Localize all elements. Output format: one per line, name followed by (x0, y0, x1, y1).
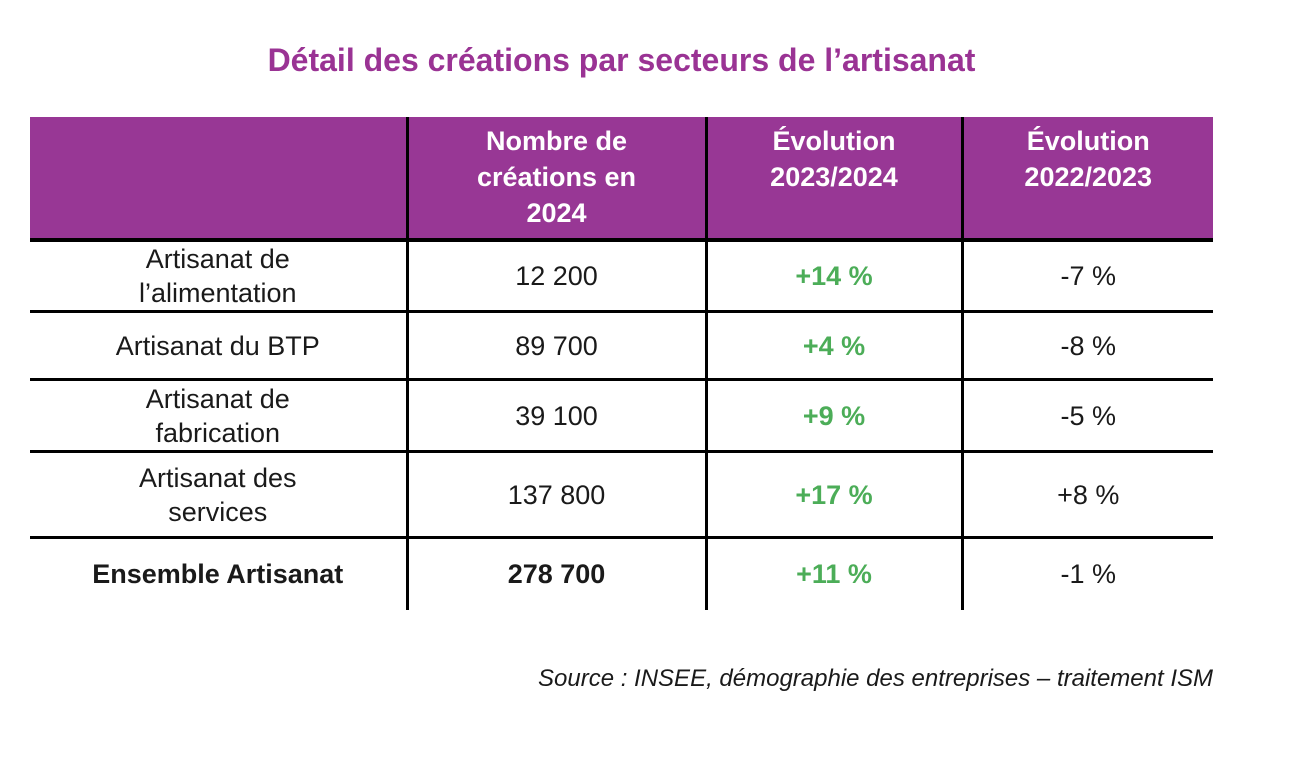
sector-cell: Artisanat de fabrication (145, 383, 290, 448)
header-row: Nombre de créations en 2024 Évolution 20… (30, 117, 1213, 240)
creations-cell: 278 700 (405, 537, 706, 610)
evolution-2023-2024-cell: +17 % (704, 451, 962, 538)
evolution-2023-2024-cell: +4 % (704, 311, 962, 380)
evolution-2022-2023-cell: -7 % (960, 240, 1213, 312)
evolution-2023-2024-cell: +11 % (704, 537, 962, 610)
evolution-2022-2023-cell: -8 % (960, 311, 1213, 380)
table-row-ensemble-total: Ensemble Artisanat 278 700 +11 % -1 % (30, 537, 1213, 610)
document-page: Détail des créations par secteurs de l’a… (30, 42, 1213, 694)
column-header-evolution-2022-2023: Évolution 2022/2023 (960, 117, 1213, 240)
table-row-alimentation: Artisanat de l’alimentation 12 200 +14 %… (30, 240, 1213, 312)
evolution-2022-2023-cell: -1 % (960, 537, 1213, 610)
table-row-btp: Artisanat du BTP 89 700 +4 % -8 % (30, 311, 1213, 380)
evolution-2023-2024-cell: +9 % (704, 379, 962, 452)
creations-cell: 39 100 (405, 379, 706, 452)
column-header-creations-2024: Nombre de créations en 2024 (405, 117, 706, 240)
sector-cell: Artisanat des services (138, 462, 297, 527)
table-row-fabrication: Artisanat de fabrication 39 100 +9 % -5 … (30, 379, 1213, 452)
source-note: Source : INSEE, démographie des entrepri… (538, 664, 1213, 692)
column-header-evolution-2023-2024: Évolution 2023/2024 (704, 117, 962, 240)
evolution-2022-2023-cell: -5 % (960, 379, 1213, 452)
table-row-services: Artisanat des services 137 800 +17 % +8 … (30, 451, 1213, 538)
sector-cell: Ensemble Artisanat (92, 559, 344, 590)
column-header-sector-empty (30, 117, 407, 240)
creations-cell: 12 200 (405, 240, 706, 312)
creations-by-sector-table: Nombre de créations en 2024 Évolution 20… (30, 117, 1213, 610)
evolution-2023-2024-cell: +14 % (704, 240, 962, 312)
sector-cell: Artisanat du BTP (115, 330, 320, 361)
creations-cell: 137 800 (405, 451, 706, 538)
creations-cell: 89 700 (405, 311, 706, 380)
page-title: Détail des créations par secteurs de l’a… (267, 42, 976, 78)
sector-cell: Artisanat de l’alimentation (138, 244, 297, 308)
evolution-2022-2023-cell: +8 % (960, 451, 1213, 538)
